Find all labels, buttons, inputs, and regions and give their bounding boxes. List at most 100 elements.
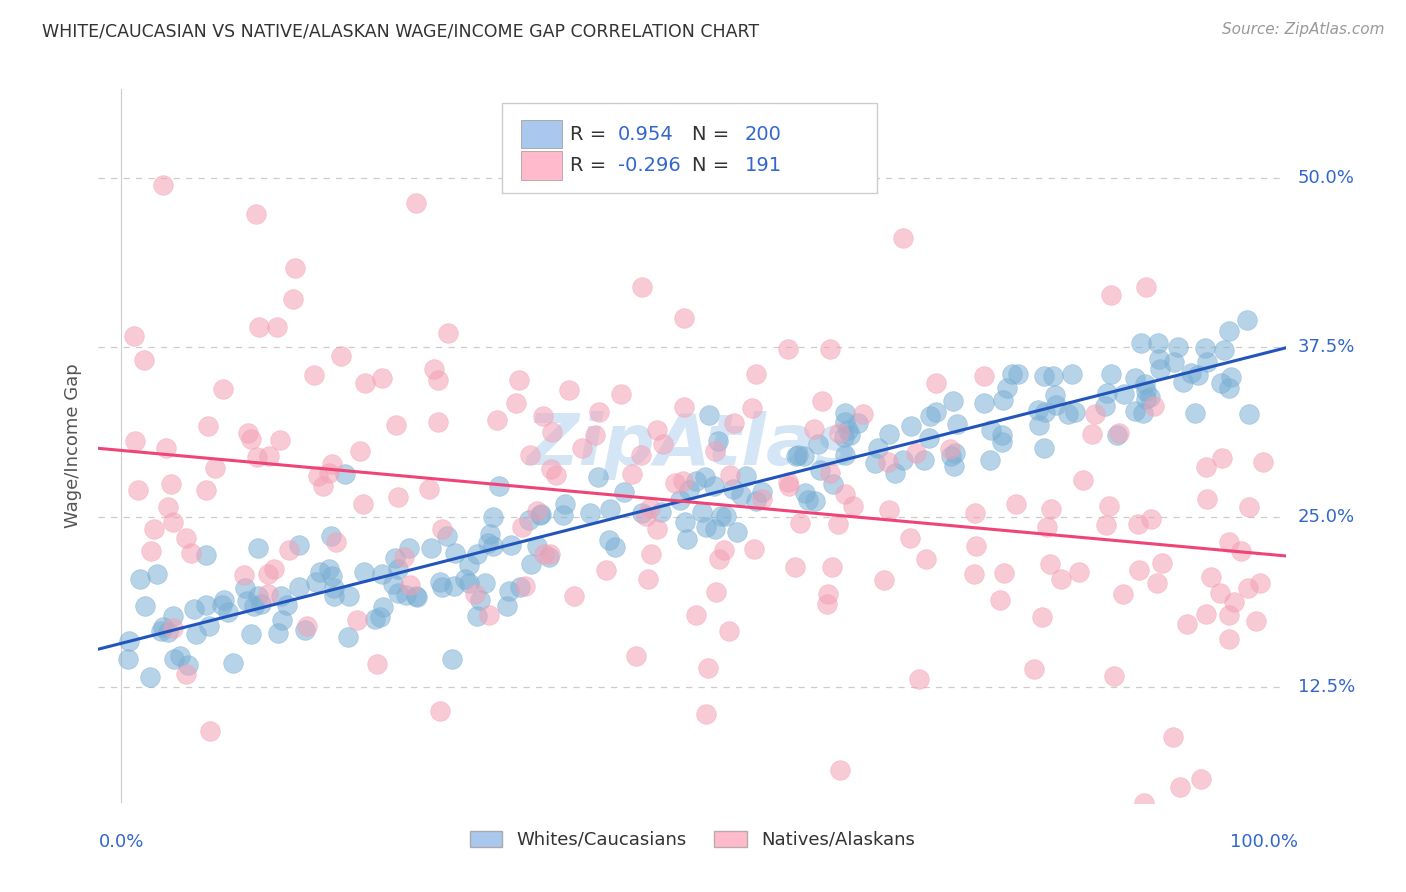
- Point: [305, 575, 328, 590]
- Point: [1220, 370, 1243, 384]
- Point: [1199, 570, 1222, 584]
- Point: [834, 415, 856, 429]
- Point: [474, 575, 496, 590]
- Point: [621, 467, 644, 481]
- Point: [1108, 426, 1130, 441]
- Point: [529, 508, 551, 522]
- Point: [579, 506, 602, 520]
- Point: [846, 417, 869, 431]
- Point: [458, 575, 481, 590]
- Point: [349, 443, 371, 458]
- Point: [420, 541, 443, 555]
- Point: [540, 462, 562, 476]
- Point: [745, 367, 768, 381]
- Point: [432, 581, 454, 595]
- Point: [488, 478, 510, 492]
- Point: [645, 423, 668, 437]
- Point: [1028, 417, 1050, 432]
- Point: [742, 541, 765, 556]
- Point: [562, 590, 585, 604]
- Text: N =: N =: [692, 125, 735, 144]
- Point: [162, 515, 184, 529]
- Point: [1033, 441, 1056, 455]
- Point: [693, 470, 716, 484]
- Point: [1129, 335, 1152, 350]
- Point: [900, 418, 922, 433]
- Point: [337, 630, 360, 644]
- Point: [868, 442, 890, 456]
- Point: [877, 455, 900, 469]
- Point: [598, 533, 620, 547]
- Point: [353, 565, 375, 579]
- Text: R =: R =: [569, 156, 613, 175]
- Point: [823, 476, 845, 491]
- Point: [174, 667, 197, 681]
- Point: [381, 576, 404, 591]
- Point: [852, 407, 875, 421]
- Point: [184, 627, 207, 641]
- Point: [624, 648, 647, 663]
- Point: [432, 522, 454, 536]
- Point: [141, 544, 163, 558]
- Point: [703, 479, 725, 493]
- Point: [444, 546, 467, 560]
- Point: [517, 512, 540, 526]
- Point: [863, 456, 886, 470]
- Point: [807, 437, 830, 451]
- Point: [827, 426, 849, 441]
- Point: [152, 619, 174, 633]
- Point: [695, 706, 717, 721]
- Point: [117, 652, 139, 666]
- Point: [211, 382, 233, 396]
- Point: [551, 508, 574, 522]
- Point: [370, 566, 392, 581]
- Point: [127, 483, 149, 497]
- Point: [730, 488, 752, 502]
- Point: [803, 422, 825, 436]
- Legend: Whites/Caucasians, Natives/Alaskans: Whites/Caucasians, Natives/Alaskans: [461, 822, 924, 858]
- Point: [1098, 499, 1121, 513]
- Point: [634, 509, 657, 524]
- FancyBboxPatch shape: [522, 152, 562, 180]
- Point: [979, 453, 1001, 467]
- Point: [1149, 362, 1171, 376]
- Y-axis label: Wage/Income Gap: Wage/Income Gap: [65, 364, 83, 528]
- Point: [558, 383, 581, 397]
- Point: [1133, 796, 1156, 810]
- Point: [392, 550, 415, 565]
- Point: [1039, 557, 1062, 571]
- Point: [246, 450, 269, 464]
- Point: [925, 376, 948, 391]
- Point: [222, 657, 245, 671]
- Point: [942, 393, 965, 408]
- Point: [443, 579, 465, 593]
- Point: [898, 531, 921, 545]
- Point: [1033, 405, 1056, 419]
- Point: [269, 433, 291, 447]
- Point: [725, 524, 748, 539]
- Point: [278, 543, 301, 558]
- Point: [1218, 632, 1240, 646]
- Point: [371, 371, 394, 385]
- Point: [891, 453, 914, 467]
- Point: [893, 231, 915, 245]
- Point: [519, 448, 541, 462]
- Point: [238, 426, 260, 441]
- Text: WHITE/CAUCASIAN VS NATIVE/ALASKAN WAGE/INCOME GAP CORRELATION CHART: WHITE/CAUCASIAN VS NATIVE/ALASKAN WAGE/I…: [42, 22, 759, 40]
- Point: [603, 540, 626, 554]
- Point: [817, 587, 839, 601]
- Point: [398, 577, 420, 591]
- Point: [1062, 368, 1084, 382]
- Point: [246, 590, 269, 604]
- Point: [673, 400, 696, 414]
- Point: [405, 589, 427, 603]
- Point: [638, 500, 661, 515]
- Point: [1007, 367, 1029, 381]
- Point: [276, 598, 298, 612]
- Point: [741, 401, 763, 415]
- Point: [146, 566, 169, 581]
- Point: [538, 550, 561, 565]
- FancyBboxPatch shape: [502, 103, 876, 193]
- Point: [834, 486, 856, 500]
- Point: [496, 599, 519, 614]
